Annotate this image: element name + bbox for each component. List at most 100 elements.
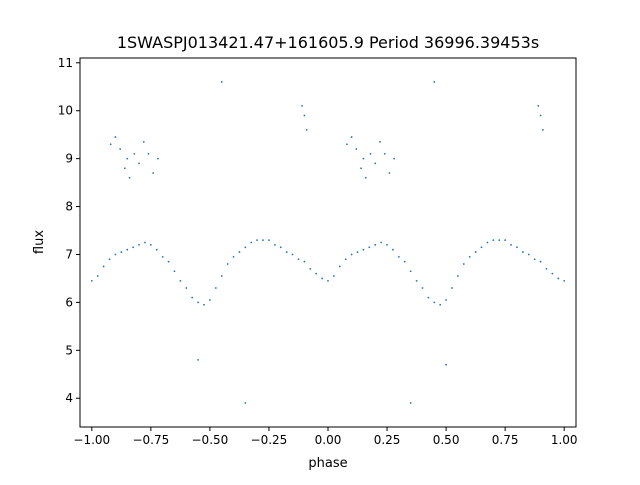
data-point — [220, 275, 223, 277]
data-point — [346, 143, 348, 146]
data-point — [433, 81, 436, 83]
data-point — [152, 172, 155, 174]
data-point — [321, 277, 323, 280]
data-point — [109, 143, 112, 146]
data-point — [379, 140, 381, 143]
data-point — [516, 246, 518, 249]
y-axis-label: flux — [32, 230, 47, 254]
data-point — [350, 253, 353, 256]
data-point — [279, 246, 282, 249]
data-points — [90, 81, 566, 404]
data-point — [197, 359, 200, 361]
data-point — [386, 244, 388, 246]
data-point — [273, 244, 276, 246]
data-point — [179, 279, 182, 282]
data-point — [268, 239, 270, 242]
data-point — [262, 239, 264, 242]
y-tick-label: 5 — [65, 343, 73, 357]
data-point — [315, 272, 318, 275]
data-point — [537, 105, 540, 107]
y-tick-label: 9 — [65, 152, 73, 166]
data-point — [388, 172, 391, 174]
data-point — [374, 162, 377, 165]
x-axis-label: phase — [308, 456, 347, 471]
data-point — [364, 176, 367, 179]
data-point — [403, 260, 406, 263]
data-point — [209, 299, 211, 301]
data-point — [433, 301, 436, 304]
data-point — [305, 128, 308, 131]
data-point — [191, 296, 194, 299]
y-tick-label: 8 — [65, 200, 73, 214]
x-tick-label: −0.25 — [251, 433, 288, 447]
data-point — [344, 258, 347, 261]
data-point — [123, 167, 126, 170]
data-point — [539, 114, 542, 117]
data-point — [232, 255, 235, 258]
data-point — [457, 275, 459, 277]
data-point — [350, 136, 353, 138]
data-point — [309, 267, 312, 270]
data-point — [545, 267, 548, 270]
data-point — [96, 275, 99, 277]
data-point — [445, 299, 447, 301]
data-point — [167, 260, 170, 263]
data-point — [427, 296, 430, 299]
data-point — [250, 241, 253, 244]
data-point — [563, 279, 566, 282]
data-point — [539, 260, 542, 263]
data-point — [527, 253, 530, 256]
data-point — [355, 148, 358, 150]
data-point — [303, 260, 306, 263]
data-point — [238, 251, 241, 253]
x-tick-label: 0.00 — [315, 433, 342, 447]
data-point — [132, 246, 135, 249]
data-point — [120, 251, 123, 253]
data-point — [474, 251, 477, 253]
data-point — [126, 157, 129, 160]
data-point — [157, 157, 159, 160]
data-point — [380, 241, 383, 244]
data-point — [415, 279, 418, 282]
y-tick-label: 6 — [65, 295, 73, 309]
data-point — [108, 258, 111, 261]
data-point — [362, 157, 365, 160]
data-point — [303, 114, 306, 117]
data-point — [291, 253, 294, 256]
y-tick-label: 11 — [58, 56, 73, 70]
y-tick-label: 10 — [58, 104, 73, 118]
data-point — [102, 265, 105, 268]
data-point — [533, 258, 536, 261]
data-point — [197, 301, 200, 304]
data-point — [90, 279, 93, 282]
data-point — [149, 244, 152, 246]
data-point — [510, 244, 512, 246]
data-point — [338, 265, 341, 268]
data-point — [155, 248, 158, 251]
data-point — [551, 272, 554, 275]
data-point — [214, 287, 217, 289]
x-tick-label: 1.00 — [551, 433, 578, 447]
data-point — [226, 263, 229, 265]
data-point — [327, 279, 329, 282]
data-point — [119, 148, 122, 150]
data-point — [138, 244, 140, 246]
data-point — [397, 255, 400, 258]
data-point — [374, 244, 377, 246]
x-tick-label: −1.00 — [73, 433, 110, 447]
data-point — [480, 246, 483, 249]
data-point — [383, 152, 386, 155]
data-point — [144, 241, 146, 244]
data-point — [161, 255, 164, 258]
data-point — [468, 255, 471, 258]
data-point — [542, 128, 544, 131]
data-point — [486, 241, 489, 244]
data-point — [297, 258, 300, 261]
x-tick-label: −0.75 — [132, 433, 169, 447]
y-tick-label: 7 — [65, 247, 73, 261]
y-tick-label: 4 — [65, 391, 73, 405]
x-axis: −1.00 −0.75 −0.50 −0.25 0.00 0.25 0.50 0.75 1.00 — [73, 427, 578, 447]
